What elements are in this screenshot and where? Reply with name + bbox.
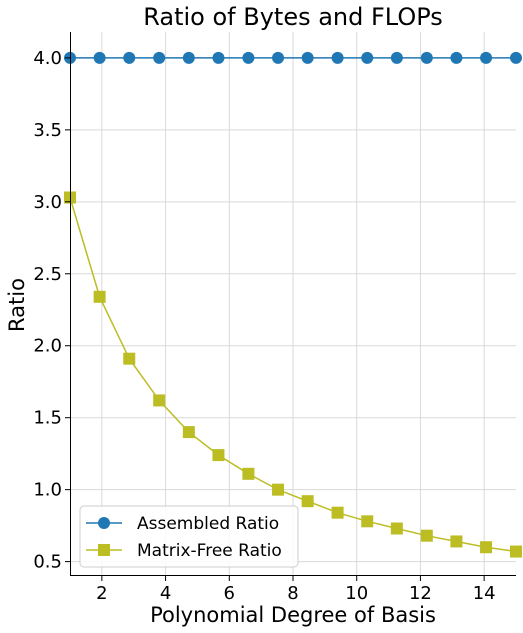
series-line-matrix-free-ratio (69, 197, 517, 553)
y-tick-label: 2.5 (33, 264, 62, 285)
legend-label-matrix-free: Matrix-Free Ratio (137, 541, 282, 561)
series-matrix-free-ratio (64, 191, 522, 558)
data-point (123, 352, 136, 365)
y-tick-label: 3.5 (33, 120, 62, 141)
legend-marker-matrix-free (98, 544, 110, 556)
axes (70, 32, 516, 576)
data-point (390, 51, 403, 64)
x-tick-label: 10 (345, 583, 368, 604)
data-point (123, 51, 136, 64)
x-tick-label: 14 (473, 583, 496, 604)
series-assembled-ratio (64, 51, 522, 64)
y-tick-label: 3.0 (33, 192, 62, 213)
data-point (212, 449, 225, 462)
data-point (420, 529, 433, 542)
data-point (153, 51, 166, 64)
x-axis-label: Polynomial Degree of Basis (150, 603, 436, 627)
data-point (242, 467, 255, 480)
data-point (93, 51, 106, 64)
chart-title: Ratio of Bytes and FLOPs (143, 3, 443, 31)
legend: Assembled Ratio Matrix-Free Ratio (79, 505, 299, 568)
x-tick-label: 12 (409, 583, 432, 604)
y-tick-label: 1.5 (33, 408, 62, 429)
y-axis-label: Ratio (5, 278, 29, 332)
data-point (93, 290, 106, 303)
data-point (450, 51, 463, 64)
data-point (242, 51, 255, 64)
data-point (390, 522, 403, 535)
data-point (212, 51, 225, 64)
x-tick-label: 4 (160, 583, 171, 604)
data-point (510, 51, 522, 64)
data-point (510, 545, 522, 558)
data-point (361, 515, 374, 528)
data-point (331, 51, 344, 64)
data-point (331, 506, 344, 519)
data-point (301, 51, 314, 64)
data-point (182, 51, 195, 64)
grid (70, 32, 516, 576)
data-point (272, 51, 285, 64)
data-point (153, 394, 166, 407)
data-point (301, 495, 314, 508)
legend-box (79, 505, 299, 568)
y-tick-label: 2.0 (33, 336, 62, 357)
data-point (272, 483, 285, 496)
y-tick-label: 0.5 (33, 552, 62, 573)
data-point (182, 426, 195, 439)
legend-label-assembled: Assembled Ratio (137, 514, 279, 534)
legend-marker-assembled (98, 517, 110, 529)
y-tick-label: 4.0 (33, 48, 62, 69)
data-point (480, 51, 493, 64)
x-tick-label: 8 (287, 583, 298, 604)
x-tick-label: 2 (96, 583, 107, 604)
x-tick-label: 6 (224, 583, 235, 604)
data-point (450, 535, 463, 548)
data-point (361, 51, 374, 64)
series-layer (64, 51, 522, 558)
y-tick-label: 1.0 (33, 480, 62, 501)
data-point (420, 51, 433, 64)
data-point (480, 541, 493, 554)
ticks: 2 4 6 8 10 12 14 0.5 1.0 1.5 2.0 2.5 3.0 3.5 4.0 (33, 48, 495, 604)
